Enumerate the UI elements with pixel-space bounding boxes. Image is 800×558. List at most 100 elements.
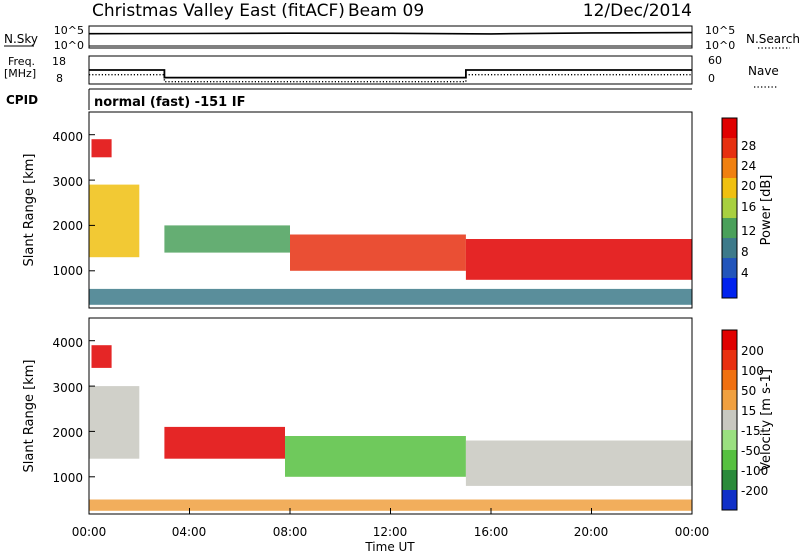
- velocity-ytick-2000: 2000: [52, 426, 83, 440]
- velocity-ylabel: Slant Range [km]: [22, 360, 37, 473]
- nave-tick-bottom: 0: [708, 72, 715, 85]
- velocity-cell-5: [89, 499, 692, 511]
- cpid-value: normal (fast) -151 IF: [94, 95, 245, 110]
- cpid-row: CPID normal (fast) -151 IF: [6, 88, 692, 110]
- power-cbar-rects-seg-6: [722, 158, 737, 178]
- power-cbar-tick-20: 20: [741, 179, 756, 193]
- velocity-data-cells: [89, 345, 692, 511]
- power-panel-frame: [88, 111, 693, 309]
- velocity-cbar-tick-neg200: -200: [741, 484, 768, 498]
- velocity-cbar-tick-neg15: -15: [741, 424, 761, 438]
- xtick-label-1: 04:00: [172, 525, 207, 539]
- nave-label: Nave: [748, 64, 779, 78]
- power-cbar-rects-seg-7: [722, 138, 737, 158]
- nsky-tick-bottom: 10^0: [54, 39, 84, 52]
- power-cbar-rects-seg-2: [722, 238, 737, 258]
- velocity-cbar-rects-seg-1: [722, 470, 737, 490]
- nsky-line: [88, 31, 693, 35]
- xtick-label-6: 00:00: [675, 525, 710, 539]
- velocity-cbar-rects-seg-5: [722, 390, 737, 410]
- power-cbar-rects-seg-0: [722, 278, 737, 298]
- power-colorbar-segments: [722, 118, 737, 298]
- velocity-y-ticks: [89, 340, 95, 478]
- velocity-cbar-label: Velocity [m s-1]: [759, 369, 774, 471]
- xtick-label-2: 08:00: [273, 525, 308, 539]
- nsearch-label: N.Search: [746, 32, 800, 46]
- power-ytick-2000: 2000: [52, 219, 83, 233]
- nsky-frame: [88, 25, 693, 49]
- power-cell-1: [89, 184, 140, 258]
- power-panel: 1000 2000 3000 4000 Slant Range [km]: [22, 111, 693, 309]
- power-cell-2: [164, 225, 290, 253]
- velocity-cbar-rects-seg-0: [722, 490, 737, 510]
- power-cell-3: [290, 234, 466, 271]
- power-ytick-3000: 3000: [52, 175, 83, 189]
- power-ylabel: Slant Range [km]: [22, 154, 37, 267]
- velocity-cbar-tick-neg100: -100: [741, 464, 768, 478]
- velocity-cbar-rects-seg-2: [722, 450, 737, 470]
- xtick-label-5: 20:00: [574, 525, 609, 539]
- freq-label-line2: [MHz]: [4, 67, 36, 80]
- plot-date: 12/Dec/2014: [583, 1, 692, 21]
- power-cbar-rects-seg-1: [722, 258, 737, 278]
- power-cbar-rects-seg-3: [722, 218, 737, 238]
- power-ytick-4000: 4000: [52, 130, 83, 144]
- velocity-cell-1: [89, 386, 140, 459]
- power-y-ticks: [89, 134, 95, 272]
- xtick-label-4: 16:00: [474, 525, 509, 539]
- nsky-label: N.Sky: [4, 32, 38, 46]
- power-cbar-tick-12: 12: [741, 224, 756, 238]
- velocity-colorbar: 200 100 50 15 -15 -50 -100 -200 Velocity…: [721, 329, 774, 511]
- nsky-panel: N.Sky 10^5 10^0 10^5 10^0 N.Search: [4, 24, 800, 52]
- power-colorbar: 28 24 20 16 12 8 4 Power [dB]: [721, 117, 774, 299]
- power-cbar-label: Power [dB]: [759, 175, 774, 246]
- time-axis-ticks: [88, 508, 693, 514]
- power-cell-0: [91, 139, 112, 158]
- freq-panel: Freq. [MHz] 18 8 60 0 Nave: [4, 54, 779, 88]
- velocity-cbar-rects-seg-7: [722, 350, 737, 370]
- velocity-ytick-4000: 4000: [52, 336, 83, 350]
- velocity-cbar-tick-200: 200: [741, 344, 764, 358]
- xtick-label-3: 12:00: [373, 525, 408, 539]
- velocity-cbar-rects-seg-4: [722, 410, 737, 430]
- velocity-cell-2: [164, 426, 285, 459]
- freq-label-line1: Freq.: [8, 55, 35, 68]
- nsearch-tick-bottom: 10^0: [705, 39, 735, 52]
- velocity-cbar-tick-50: 50: [741, 384, 756, 398]
- plot-title: Christmas Valley East (fitACF): [92, 1, 345, 21]
- velocity-cbar-rects-seg-6: [722, 370, 737, 390]
- power-cbar-tick-16: 16: [741, 200, 756, 214]
- power-cbar-tick-28: 28: [741, 139, 756, 153]
- nsearch-tick-top: 10^5: [705, 24, 735, 37]
- nave-tick-top: 60: [708, 54, 722, 67]
- nsky-tick-top: 10^5: [54, 24, 84, 37]
- velocity-ytick-3000: 3000: [52, 381, 83, 395]
- velocity-cell-0: [91, 345, 112, 368]
- power-ytick-1000: 1000: [52, 264, 83, 278]
- freq-line: [89, 69, 692, 79]
- power-cbar-tick-24: 24: [741, 159, 756, 173]
- velocity-cbar-tick-15: 15: [741, 404, 756, 418]
- beam-label: Beam 09: [348, 1, 424, 21]
- xtick-label-0: 00:00: [72, 525, 107, 539]
- power-cbar-tick-4: 4: [741, 266, 749, 280]
- velocity-colorbar-segments: [722, 330, 737, 510]
- power-cell-5: [89, 288, 692, 305]
- x-axis-title: Time UT: [364, 540, 415, 554]
- power-colorbar-frame: [721, 117, 738, 299]
- velocity-cbar-tick-neg50: -50: [741, 444, 761, 458]
- power-cell-4: [465, 239, 692, 280]
- freq-tick-bottom: 8: [56, 72, 63, 85]
- velocity-cell-4: [465, 440, 692, 486]
- velocity-colorbar-frame: [721, 329, 738, 511]
- freq-tick-top: 18: [52, 55, 66, 68]
- power-cbar-tick-8: 8: [741, 245, 749, 259]
- power-cbar-rects-seg-5: [722, 178, 737, 198]
- time-axis: 00:00 04:00 08:00 12:00 16:00 20:00 00:0…: [72, 508, 710, 554]
- power-cbar-rects-seg-8: [722, 118, 737, 138]
- velocity-ytick-1000: 1000: [52, 471, 83, 485]
- velocity-cell-3: [285, 436, 466, 477]
- velocity-cbar-rects-seg-3: [722, 430, 737, 450]
